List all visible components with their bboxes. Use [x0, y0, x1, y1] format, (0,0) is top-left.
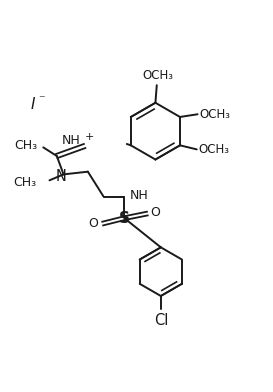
Text: S: S — [119, 211, 130, 226]
Text: NH: NH — [130, 189, 149, 202]
Text: OCH₃: OCH₃ — [198, 143, 229, 156]
Text: OCH₃: OCH₃ — [143, 69, 174, 82]
Text: O: O — [150, 206, 161, 219]
Text: OCH₃: OCH₃ — [199, 108, 230, 121]
Text: N: N — [56, 169, 67, 184]
Text: NH: NH — [61, 134, 80, 147]
Text: CH₃: CH₃ — [13, 176, 37, 189]
Text: CH₃: CH₃ — [14, 139, 37, 152]
Text: +: + — [85, 132, 94, 142]
Text: I: I — [31, 96, 35, 112]
Text: ⁻: ⁻ — [38, 93, 45, 106]
Text: Cl: Cl — [154, 313, 168, 328]
Text: O: O — [88, 217, 98, 230]
